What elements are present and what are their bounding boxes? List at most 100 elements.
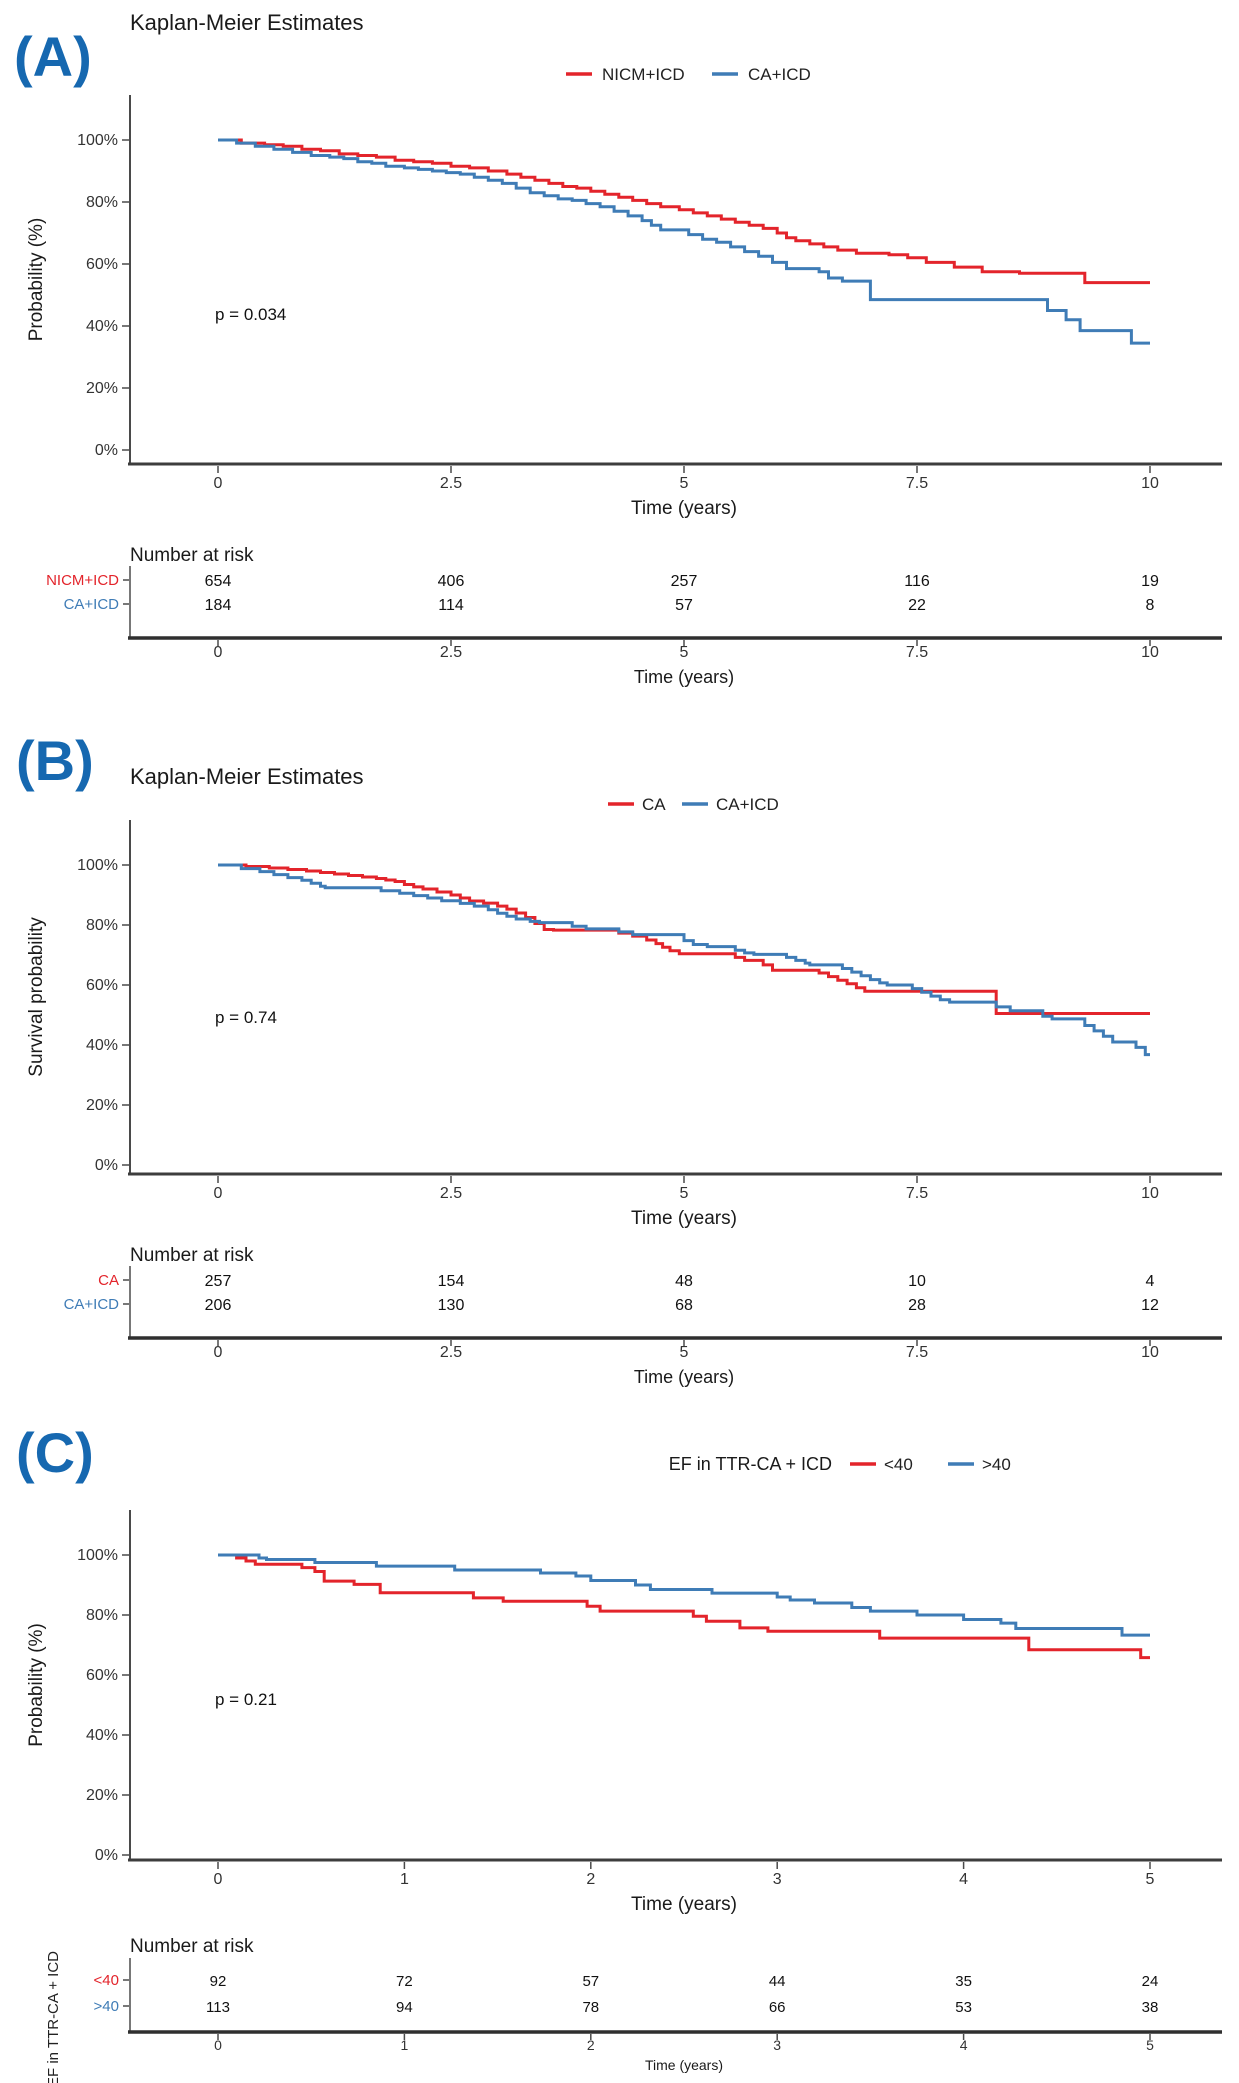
risk-x-tick-label: 5 xyxy=(680,1344,689,1361)
y-axis-title: Probability (%) xyxy=(26,1623,47,1747)
y-tick-label: 100% xyxy=(77,132,118,149)
survival-curve--40 xyxy=(218,1553,1150,1660)
risk-axis-label: EF in TTR-CA + ICD xyxy=(45,1951,62,2083)
risk-table: Number at risk<40 92 72 57 44 35 24>40 113 94 78 6… xyxy=(45,1936,1222,2083)
risk-x-axis-title: Time (years) xyxy=(634,667,734,687)
survival-curve-ca xyxy=(218,863,1150,1015)
risk-x-axis-title: Time (years) xyxy=(645,2057,723,2073)
legend: EF in TTR-CA + ICD <40 >40 xyxy=(669,1454,1011,1474)
risk-count: 28 xyxy=(908,1297,926,1314)
risk-x-tick-label: 4 xyxy=(960,2037,968,2053)
risk-count: 44 xyxy=(769,1973,786,1990)
risk-count: 78 xyxy=(582,1999,599,2016)
risk-x-tick-label: 0 xyxy=(214,1344,223,1361)
y-tick-label: 0% xyxy=(95,442,118,459)
risk-count: 57 xyxy=(675,597,693,614)
panel-C-svg: (C) EF in TTR-CA + ICD <40 >40100%80%60%40%… xyxy=(16,1421,1222,2083)
y-tick-label: 80% xyxy=(86,1607,118,1624)
p-value: p = 0.034 xyxy=(215,305,286,324)
x-tick-label: 3 xyxy=(773,1871,782,1888)
x-tick-label: 10 xyxy=(1141,1185,1159,1202)
risk-x-tick-label: 10 xyxy=(1141,1344,1159,1361)
risk-x-tick-label: 7.5 xyxy=(906,644,928,661)
panel-letter: (A) xyxy=(14,25,92,88)
risk-x-tick-label: 10 xyxy=(1141,644,1159,661)
x-tick-label: 5 xyxy=(1146,1871,1155,1888)
y-tick-label: 0% xyxy=(95,1157,118,1174)
survival-curve-ca-icd xyxy=(218,138,1150,345)
x-axis: 0 1 2 3 4 5 xyxy=(128,1858,1222,1888)
risk-x-tick-label: 2.5 xyxy=(440,1344,462,1361)
x-tick-label: 10 xyxy=(1141,475,1159,492)
risk-count: 53 xyxy=(955,1999,972,2016)
x-tick-label: 7.5 xyxy=(906,1185,928,1202)
risk-row-label: <40 xyxy=(94,1972,119,1989)
risk-count: 94 xyxy=(396,1999,413,2016)
risk-count: 24 xyxy=(1142,1973,1159,1990)
survival-curve-nicm-icd xyxy=(218,138,1150,285)
x-tick-label: 0 xyxy=(214,1185,223,1202)
risk-x-tick-label: 0 xyxy=(214,2037,222,2053)
chart-title: Kaplan-Meier Estimates xyxy=(130,10,364,35)
risk-x-tick-label: 2 xyxy=(587,2037,595,2053)
risk-table-title: Number at risk xyxy=(130,545,254,566)
y-tick-label: 20% xyxy=(86,1097,118,1114)
risk-count: 184 xyxy=(205,597,232,614)
legend-item-label: CA xyxy=(642,795,666,814)
y-tick-label: 60% xyxy=(86,256,118,273)
legend-title: EF in TTR-CA + ICD xyxy=(669,1454,832,1474)
risk-count: 72 xyxy=(396,1973,413,1990)
risk-x-tick-label: 2.5 xyxy=(440,644,462,661)
y-tick-label: 100% xyxy=(77,857,118,874)
risk-count: 35 xyxy=(955,1973,972,1990)
risk-count: 206 xyxy=(205,1297,232,1314)
panel-A-svg: (A) Kaplan-Meier Estimates NICM+ICD CA+ICD 1… xyxy=(14,10,1222,687)
legend: NICM+ICD CA+ICD xyxy=(566,65,811,84)
risk-x-tick-label: 1 xyxy=(401,2037,409,2053)
legend-item-label: CA+ICD xyxy=(716,795,779,814)
legend-item-label: >40 xyxy=(982,1455,1011,1474)
x-axis-title: Time (years) xyxy=(631,498,737,519)
risk-row-label: NICM+ICD xyxy=(46,572,119,589)
y-axis: 100% 80% 60% 40% 20% 0% xyxy=(77,820,131,1174)
y-axis: 100% 80% 60% 40% 20% 0% xyxy=(77,1510,131,1864)
x-tick-label: 2.5 xyxy=(440,475,462,492)
x-tick-label: 1 xyxy=(400,1871,409,1888)
y-axis-title: Probability (%) xyxy=(26,218,47,342)
risk-count: 113 xyxy=(206,1999,230,2016)
risk-row-label: CA+ICD xyxy=(64,1296,120,1313)
y-axis: 100% 80% 60% 40% 20% 0% xyxy=(77,95,131,463)
chart-title: Kaplan-Meier Estimates xyxy=(130,764,364,789)
risk-row-label: CA+ICD xyxy=(64,596,120,613)
p-value: p = 0.21 xyxy=(215,1690,277,1709)
risk-count: 257 xyxy=(205,1273,232,1290)
risk-count: 19 xyxy=(1141,573,1159,590)
risk-x-tick-label: 5 xyxy=(680,644,689,661)
x-tick-label: 4 xyxy=(959,1871,968,1888)
legend: CA CA+ICD xyxy=(608,795,779,814)
risk-count: 38 xyxy=(1142,1999,1159,2016)
risk-count: 154 xyxy=(438,1273,465,1290)
x-tick-label: 5 xyxy=(680,1185,689,1202)
panel-letter: (B) xyxy=(16,729,94,792)
panel-A: (A) Kaplan-Meier Estimates NICM+ICD CA+ICD 1… xyxy=(0,0,1239,700)
y-tick-label: 80% xyxy=(86,917,118,934)
x-tick-label: 2.5 xyxy=(440,1185,462,1202)
risk-table-title: Number at risk xyxy=(130,1245,254,1266)
y-tick-label: 40% xyxy=(86,318,118,335)
risk-x-tick-label: 3 xyxy=(773,2037,781,2053)
y-tick-label: 60% xyxy=(86,977,118,994)
y-tick-label: 20% xyxy=(86,380,118,397)
y-tick-label: 0% xyxy=(95,1847,118,1864)
risk-count: 114 xyxy=(438,597,464,614)
risk-count: 257 xyxy=(671,573,698,590)
x-axis: 0 2.5 5 7.5 10 xyxy=(128,462,1222,492)
x-tick-label: 2 xyxy=(586,1871,595,1888)
y-tick-label: 60% xyxy=(86,1667,118,1684)
legend-item-label: NICM+ICD xyxy=(602,65,685,84)
p-value: p = 0.74 xyxy=(215,1008,277,1027)
risk-table: Number at risk NICM+ICD 654 406 257 116 19 CA+I… xyxy=(46,545,1222,687)
x-axis: 0 2.5 5 7.5 10 xyxy=(128,1172,1222,1202)
risk-count: 8 xyxy=(1146,597,1155,614)
